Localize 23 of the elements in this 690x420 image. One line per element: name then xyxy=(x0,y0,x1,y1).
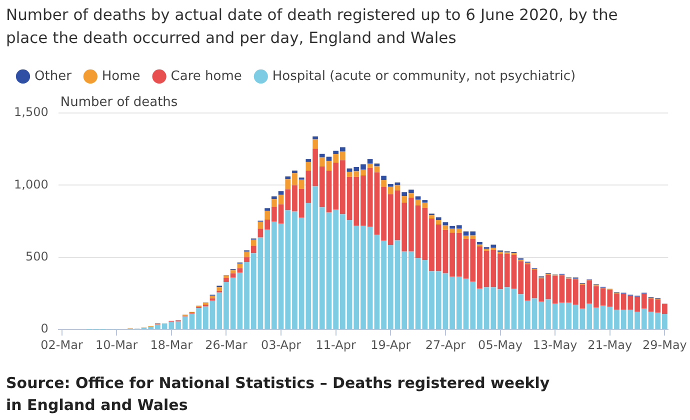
x-tick-label: 13-May xyxy=(532,338,578,352)
legend-label: Home xyxy=(102,68,140,84)
legend-label: Care home xyxy=(170,68,242,84)
x-tick-label: 26-Mar xyxy=(205,338,248,352)
x-tick-label: 21-May xyxy=(588,338,632,352)
y-axis-title: Number of deaths xyxy=(60,94,178,110)
x-tick-label: 03-Apr xyxy=(260,338,302,352)
y-tick-label: 0 xyxy=(40,322,48,336)
x-tick-label: 18-Mar xyxy=(150,338,193,352)
y-tick-label: 1,500 xyxy=(14,105,48,120)
chart-title: Number of deaths by actual date of death registered up to 6 June 2020, by the place the death occurred and per day, England and Wales xyxy=(6,5,619,49)
x-tick-label: 05-May xyxy=(478,338,522,352)
x-tick-label: 27-Apr xyxy=(425,338,466,352)
x-tick-label: 10-Mar xyxy=(95,338,138,352)
source-note: Source: Office for National Statistics – Deaths registered weekly in England and Wales xyxy=(6,373,551,416)
x-tick-label: 02-Mar xyxy=(40,338,83,352)
legend-label: Hospital (acute or community, not psychiatric) xyxy=(272,68,576,84)
x-tick-label: 11-Apr xyxy=(316,338,356,352)
y-tick-label: 1,000 xyxy=(14,177,48,192)
x-tick-label: 29-May xyxy=(642,338,687,352)
legend-label: Other xyxy=(34,68,72,84)
x-tick-label: 19-Apr xyxy=(370,338,411,352)
y-tick-label: 500 xyxy=(25,250,48,264)
